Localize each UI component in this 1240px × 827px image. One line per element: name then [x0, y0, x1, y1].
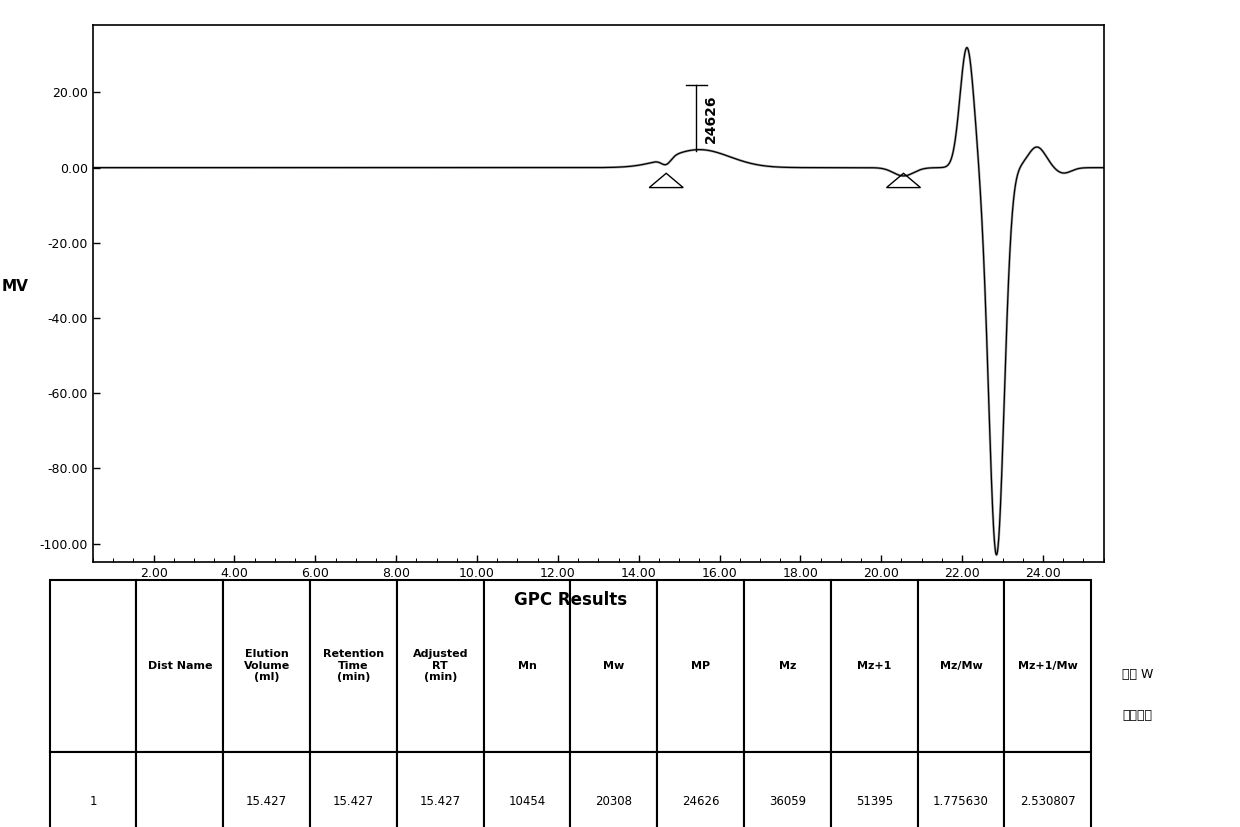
Text: GPC Results: GPC Results — [513, 591, 627, 609]
Text: 24626: 24626 — [703, 95, 718, 143]
Y-axis label: MV: MV — [1, 279, 29, 294]
Text: 濃浓 W: 濃浓 W — [1122, 667, 1153, 681]
X-axis label: 分钟: 分钟 — [589, 586, 608, 600]
Text: 浓度设置: 浓度设置 — [1122, 709, 1152, 722]
